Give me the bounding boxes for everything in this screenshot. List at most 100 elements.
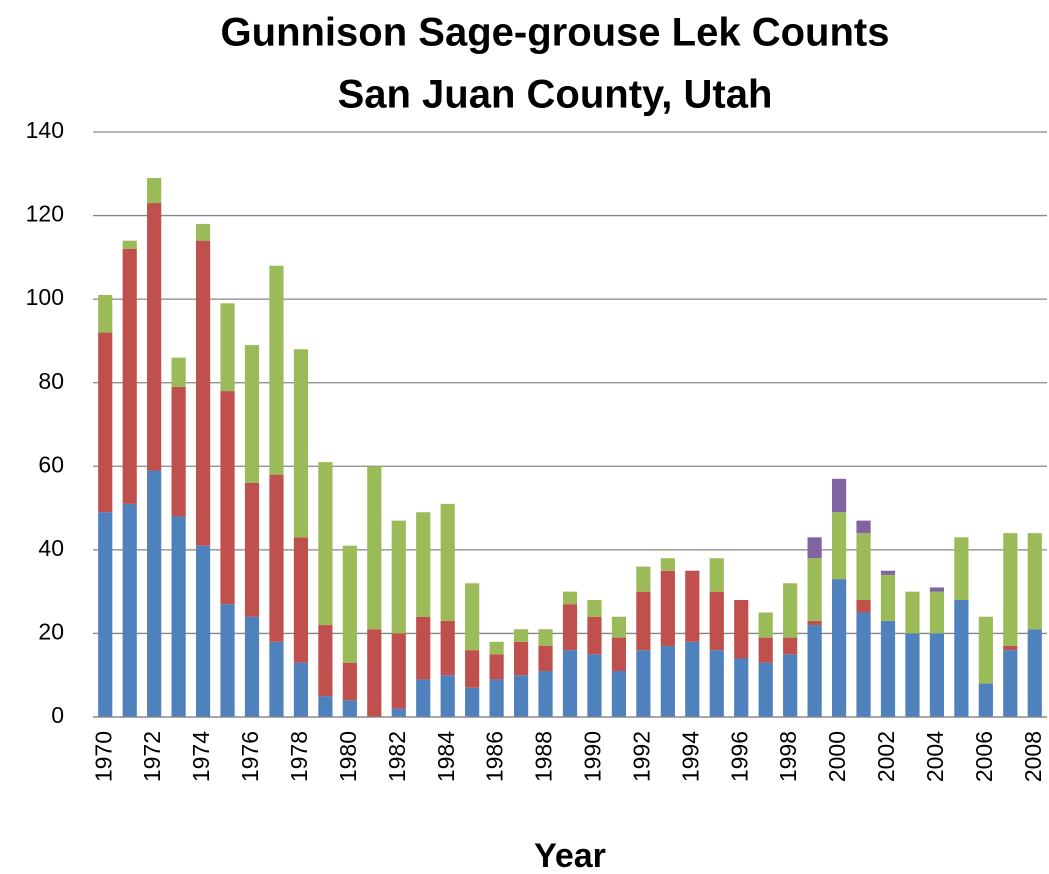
bar-segment <box>440 503 455 621</box>
bar-segment <box>856 533 871 600</box>
bar-segment <box>660 558 675 571</box>
bar-segment <box>244 616 260 717</box>
bar-segment <box>856 520 871 534</box>
bar-segment <box>562 604 578 651</box>
y-tick-label: 120 <box>26 201 64 227</box>
bar-segment <box>416 512 431 617</box>
y-tick-label: 0 <box>51 702 64 728</box>
bar-segment <box>954 600 969 717</box>
bar-segment <box>905 591 920 634</box>
bar-segment <box>489 654 504 680</box>
x-tick-label: 1976 <box>237 731 263 782</box>
bar-segment <box>807 558 822 621</box>
bar-segment <box>660 645 675 717</box>
bar-segment <box>269 474 284 642</box>
x-tick-label: 1970 <box>90 731 116 782</box>
bar-segment <box>293 537 309 663</box>
bar-segment <box>342 545 357 663</box>
bar-segment <box>709 558 724 592</box>
chart-subtitle: San Juan County, Utah <box>338 73 773 117</box>
bar-segment <box>660 570 675 646</box>
bar-segment <box>513 629 529 642</box>
bar-segment <box>1003 533 1018 646</box>
bar-segment <box>171 357 186 387</box>
bar-segment <box>636 566 651 592</box>
bar-segment <box>489 641 504 655</box>
bar-segment <box>416 679 431 717</box>
y-tick-label: 80 <box>38 368 64 394</box>
x-axis-label: Year <box>534 837 606 874</box>
bar-segment <box>1003 650 1018 717</box>
bar-segment <box>1027 533 1042 630</box>
bar-segment <box>489 679 504 717</box>
bar-segment <box>978 683 993 717</box>
bar-segment <box>709 591 724 651</box>
bar-segment <box>538 671 553 717</box>
y-tick-label: 40 <box>38 535 64 561</box>
bar-segment <box>220 391 235 605</box>
bar-segment <box>954 537 969 600</box>
x-tick-label: 2006 <box>971 731 997 782</box>
bar-segment <box>758 637 773 663</box>
bar-segment <box>195 545 211 717</box>
bar-segment <box>783 637 798 655</box>
bar-segment <box>758 612 773 638</box>
bar-segment <box>195 223 211 241</box>
bar-segment <box>244 345 260 483</box>
bar-segment <box>269 641 284 717</box>
bar-segment <box>587 654 602 717</box>
bar-segment <box>856 612 871 717</box>
bar-segment <box>269 265 284 475</box>
bar-segment <box>122 503 137 717</box>
bar-segment <box>513 641 529 676</box>
bar-segment <box>929 587 945 592</box>
bar-segment <box>856 600 871 613</box>
bar-segment <box>465 650 480 688</box>
bar-segment <box>293 662 309 717</box>
bar-segment <box>147 203 162 471</box>
bar-segment <box>758 662 773 717</box>
bar-segment <box>342 662 357 701</box>
bar-segment <box>465 583 480 651</box>
bar-segment <box>905 633 920 717</box>
bar-segment <box>538 629 553 646</box>
bar-segment <box>318 696 333 717</box>
bar-segment <box>587 600 602 617</box>
bar-segment <box>807 620 822 626</box>
bar-segment <box>367 629 382 717</box>
bar-segment <box>880 574 896 621</box>
x-tick-label: 1974 <box>188 731 214 782</box>
y-tick-label: 20 <box>38 619 64 645</box>
bar-segment <box>244 483 260 617</box>
bar-segment <box>465 687 480 717</box>
bar-segment <box>171 516 186 717</box>
x-tick-label: 1982 <box>384 731 410 782</box>
bar-segment <box>978 616 993 684</box>
bar-segment <box>929 633 945 717</box>
x-tick-label: 2002 <box>873 731 899 782</box>
bar-segment <box>562 591 578 605</box>
x-tick-label: 1986 <box>482 731 508 782</box>
bar-segment <box>147 470 162 717</box>
x-tick-label: 1994 <box>677 731 703 782</box>
bar-segment <box>734 600 749 659</box>
bar-segment <box>562 650 578 717</box>
bar-segment <box>831 512 847 580</box>
x-tick-label: 1984 <box>433 731 459 782</box>
x-tick-label: 1978 <box>286 731 312 782</box>
bar-segment <box>391 633 406 709</box>
x-tick-label: 1980 <box>335 731 361 782</box>
bar-segment <box>880 570 896 575</box>
bar-segment <box>611 637 627 672</box>
bar-segment <box>440 675 455 717</box>
bar-segment <box>367 466 382 630</box>
bar-segment <box>831 579 847 717</box>
bar-segment <box>880 620 896 717</box>
bar-segment <box>709 650 724 717</box>
bar-segment <box>98 294 113 333</box>
bar-segment <box>611 671 627 717</box>
bar-segment <box>685 570 700 642</box>
bar-segment <box>98 512 113 717</box>
bar-segment <box>195 240 211 546</box>
